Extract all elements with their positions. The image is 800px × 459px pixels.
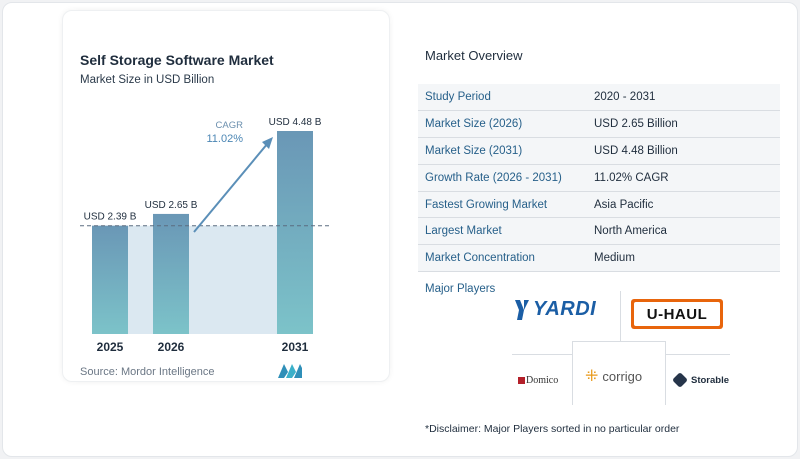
cagr-label: CAGR [216,120,244,131]
data-label-2031: USD 4.48 B [269,117,322,128]
overview-value: North America [594,225,667,238]
overview-title: Market Overview [425,48,523,63]
overview-table: Study Period 2020 - 2031 Market Size (202… [418,84,780,273]
overview-row: Market Size (2031) USD 4.48 Billion [418,137,780,165]
overview-row: Study Period 2020 - 2031 [418,84,780,111]
overview-value: Medium [594,252,635,265]
overview-value: USD 2.65 Billion [594,117,678,130]
chart-subtitle: Market Size in USD Billion [80,74,215,86]
major-players-title: Major Players [425,283,496,295]
yardi-y-icon [515,299,529,320]
overview-row: Fastest Growing Market Asia Pacific [418,191,780,219]
overview-key: Market Size (2026) [425,117,523,130]
overview-key: Market Size (2031) [425,144,523,157]
overview-row: Largest Market North America [418,218,780,246]
corrigo-dots-icon: ⁜ [585,368,599,385]
corrigo-logo: ⁜ corrigo [585,366,642,386]
overview-row: Market Size (2026) USD 2.65 Billion [418,110,780,138]
bar-2025 [92,225,128,334]
chart-canvas: USD 2.39 B 2025 USD 2.65 B 2026 USD 4.48 B 20… [80,117,330,354]
overview-value: USD 4.48 Billion [594,144,678,157]
storable-logo: Storable [672,372,730,388]
overview-key: Growth Rate (2026 - 2031) [425,171,562,184]
uhaul-logo: U-HAUL [631,299,723,329]
corrigo-text: corrigo [602,368,643,384]
x-tick-2026: 2026 [158,340,185,354]
data-label-2026: USD 2.65 B [145,200,198,211]
uhaul-inner: U-HAUL [634,302,720,326]
overview-value: 2020 - 2031 [594,90,656,103]
overview-row: Growth Rate (2026 - 2031) 11.02% CAGR [418,164,780,192]
chart-title: Self Storage Software Market [80,52,274,68]
mordor-logo-icon [278,364,302,378]
overview-row: Market Concentration Medium [418,245,780,273]
disclaimer: *Disclaimer: Major Players sorted in no … [425,423,680,435]
domico-text: Domico [526,375,559,386]
bar-2026 [153,213,189,334]
yardi-logo: YARDI [515,298,596,321]
storable-mark-icon [672,372,688,388]
source-note: Source: Mordor Intelligence [80,366,215,378]
data-label-2025: USD 2.39 B [84,212,137,223]
logo-grid-box [572,341,666,405]
uhaul-text: U-HAUL [646,305,708,323]
domico-logo: Domico [518,375,558,386]
cagr-arrow-head [262,137,273,149]
overview-value: Asia Pacific [594,198,654,211]
overview-value: 11.02% CAGR [594,171,669,184]
cagr-arrow [193,142,269,233]
overview-key: Fastest Growing Market [425,198,548,211]
x-tick-2025: 2025 [97,340,124,354]
domico-mark-icon [518,377,525,384]
overview-key: Market Concentration [425,252,535,265]
divider [620,291,621,343]
cagr-value: 11.02% [207,133,244,145]
storable-text: Storable [691,374,730,386]
overview-key: Study Period [425,90,491,103]
x-tick-2031: 2031 [282,340,309,354]
bar-2031 [277,131,313,334]
overview-key: Largest Market [425,225,502,238]
yardi-text: YARDI [533,298,597,320]
